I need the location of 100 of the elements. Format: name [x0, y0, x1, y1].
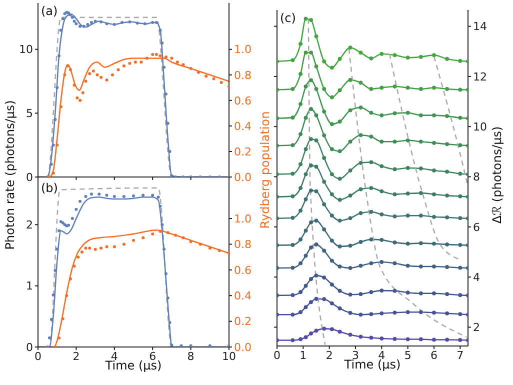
point [432, 192, 436, 196]
point [358, 105, 363, 110]
line-series [277, 50, 468, 100]
point [290, 86, 295, 92]
y2-tick-label: 0.8 [234, 68, 252, 82]
point [358, 292, 363, 296]
point [418, 140, 423, 144]
point [348, 266, 352, 270]
point [358, 334, 363, 339]
point [380, 288, 384, 293]
point [80, 250, 84, 254]
point [166, 296, 170, 300]
point [348, 46, 352, 50]
point [330, 95, 334, 100]
point [82, 24, 86, 28]
point [308, 277, 314, 282]
point [338, 120, 342, 124]
x-tick-label: 8 [187, 350, 194, 363]
point [445, 142, 450, 146]
point [290, 312, 295, 317]
point [151, 194, 154, 197]
x-tick-label: 7 [456, 348, 464, 362]
point [330, 258, 334, 263]
point [48, 336, 51, 340]
point [445, 311, 450, 316]
point [72, 84, 76, 87]
point [88, 72, 92, 76]
point [406, 337, 410, 342]
point [304, 197, 308, 202]
point [290, 293, 295, 298]
point [304, 284, 308, 288]
point [369, 336, 374, 340]
point [392, 240, 397, 244]
point [218, 249, 221, 252]
point [145, 56, 148, 60]
y-tick-label: 8 [473, 170, 480, 184]
point [418, 113, 423, 118]
point [298, 290, 303, 294]
point [304, 228, 308, 233]
point [90, 192, 93, 196]
y2-tick-label: 0.6 [234, 264, 252, 277]
point [208, 344, 212, 347]
point [445, 292, 450, 296]
point [369, 134, 374, 139]
point [338, 176, 342, 181]
x-tick-label: 0 [34, 350, 42, 363]
point [406, 242, 410, 246]
point [348, 168, 352, 173]
point [432, 140, 436, 145]
point [380, 113, 384, 118]
point [298, 102, 303, 106]
point [380, 86, 384, 90]
point [358, 187, 363, 192]
point [338, 88, 342, 92]
point [380, 311, 384, 316]
point [96, 73, 99, 76]
point [158, 230, 162, 233]
point [432, 242, 436, 246]
point [322, 86, 326, 92]
point [158, 204, 162, 208]
point [68, 277, 72, 280]
point [418, 310, 423, 314]
point [100, 246, 103, 250]
point [170, 174, 174, 177]
point [110, 73, 114, 76]
point [304, 116, 308, 120]
point [290, 216, 295, 220]
point [392, 336, 397, 342]
point [369, 290, 374, 294]
x-tick-label: 2 [72, 350, 80, 363]
point [168, 150, 172, 153]
point [458, 338, 462, 342]
point [128, 20, 132, 24]
point [330, 301, 334, 306]
point [68, 68, 72, 72]
point [330, 327, 334, 332]
point [196, 70, 200, 74]
point [162, 66, 166, 69]
point [406, 290, 410, 295]
point [50, 162, 53, 166]
point [308, 106, 314, 112]
point [308, 188, 314, 193]
point [298, 208, 303, 213]
x-tick-label: 10 [222, 350, 236, 363]
point [308, 137, 314, 142]
point [304, 172, 308, 176]
point [338, 288, 342, 293]
point [358, 240, 363, 244]
point [458, 266, 462, 270]
point [74, 22, 78, 26]
point [189, 66, 192, 70]
point [72, 264, 76, 268]
point [314, 218, 318, 223]
point [418, 86, 423, 92]
point [380, 260, 384, 264]
point [358, 133, 363, 138]
point [432, 86, 436, 90]
point [304, 50, 308, 55]
point [348, 194, 352, 198]
y-axis-title: Δℛ (photons/μs) [490, 126, 504, 224]
